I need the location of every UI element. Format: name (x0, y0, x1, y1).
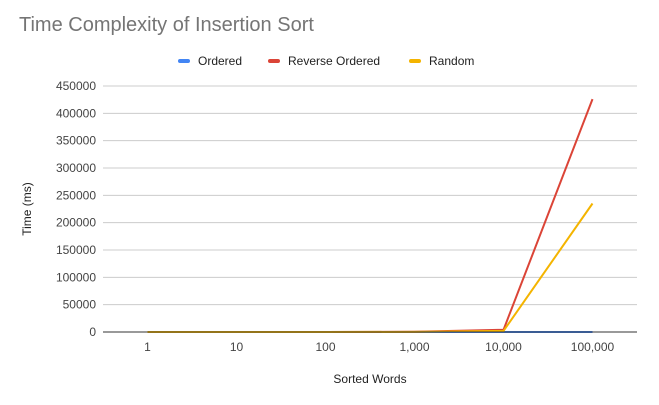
legend-swatch-reverse-ordered (268, 59, 280, 63)
y-tick-label: 150000 (56, 243, 96, 257)
legend-swatch-random (409, 59, 421, 63)
series-line-reverse-ordered[interactable] (147, 98, 594, 333)
y-tick-label: 300000 (56, 161, 96, 175)
y-tick-label: 50000 (63, 298, 97, 312)
chart-legend: Ordered Reverse Ordered Random (0, 52, 659, 70)
y-tick-label: 0 (89, 325, 96, 339)
y-tick-label: 100000 (56, 270, 96, 284)
legend-item-reverse-ordered[interactable]: Reverse Ordered (268, 52, 380, 70)
x-tick-label: 10,000 (485, 340, 522, 354)
legend-item-ordered[interactable]: Ordered (178, 52, 242, 70)
y-tick-labels: 0 50000 100000 150000 200000 250000 300000 3500… (56, 79, 96, 339)
y-tick-label: 250000 (56, 188, 96, 202)
legend-item-random[interactable]: Random (409, 52, 474, 70)
x-tick-label: 100,000 (571, 340, 615, 354)
y-tick-label: 200000 (56, 216, 96, 230)
series-lines (147, 98, 594, 333)
x-axis-title: Sorted Words (333, 372, 406, 386)
x-tick-label: 1,000 (399, 340, 429, 354)
y-tick-label: 400000 (56, 106, 96, 120)
y-axis-title: Time (ms) (20, 182, 34, 236)
y-tick-label: 450000 (56, 79, 96, 93)
legend-label-ordered: Ordered (198, 54, 243, 68)
legend-label-reverse-ordered: Reverse Ordered (288, 54, 381, 68)
grid-lines (103, 85, 637, 306)
legend-label-random: Random (429, 54, 475, 68)
x-tick-label: 1 (144, 340, 151, 354)
x-tick-label: 10 (230, 340, 244, 354)
x-tick-label: 100 (315, 340, 335, 354)
chart-title: Time Complexity of Insertion Sort (19, 14, 314, 36)
x-tick-labels: 1 10 100 1,000 10,000 100,000 (144, 340, 614, 354)
legend-swatch-ordered (178, 59, 190, 63)
y-tick-label: 350000 (56, 134, 96, 148)
